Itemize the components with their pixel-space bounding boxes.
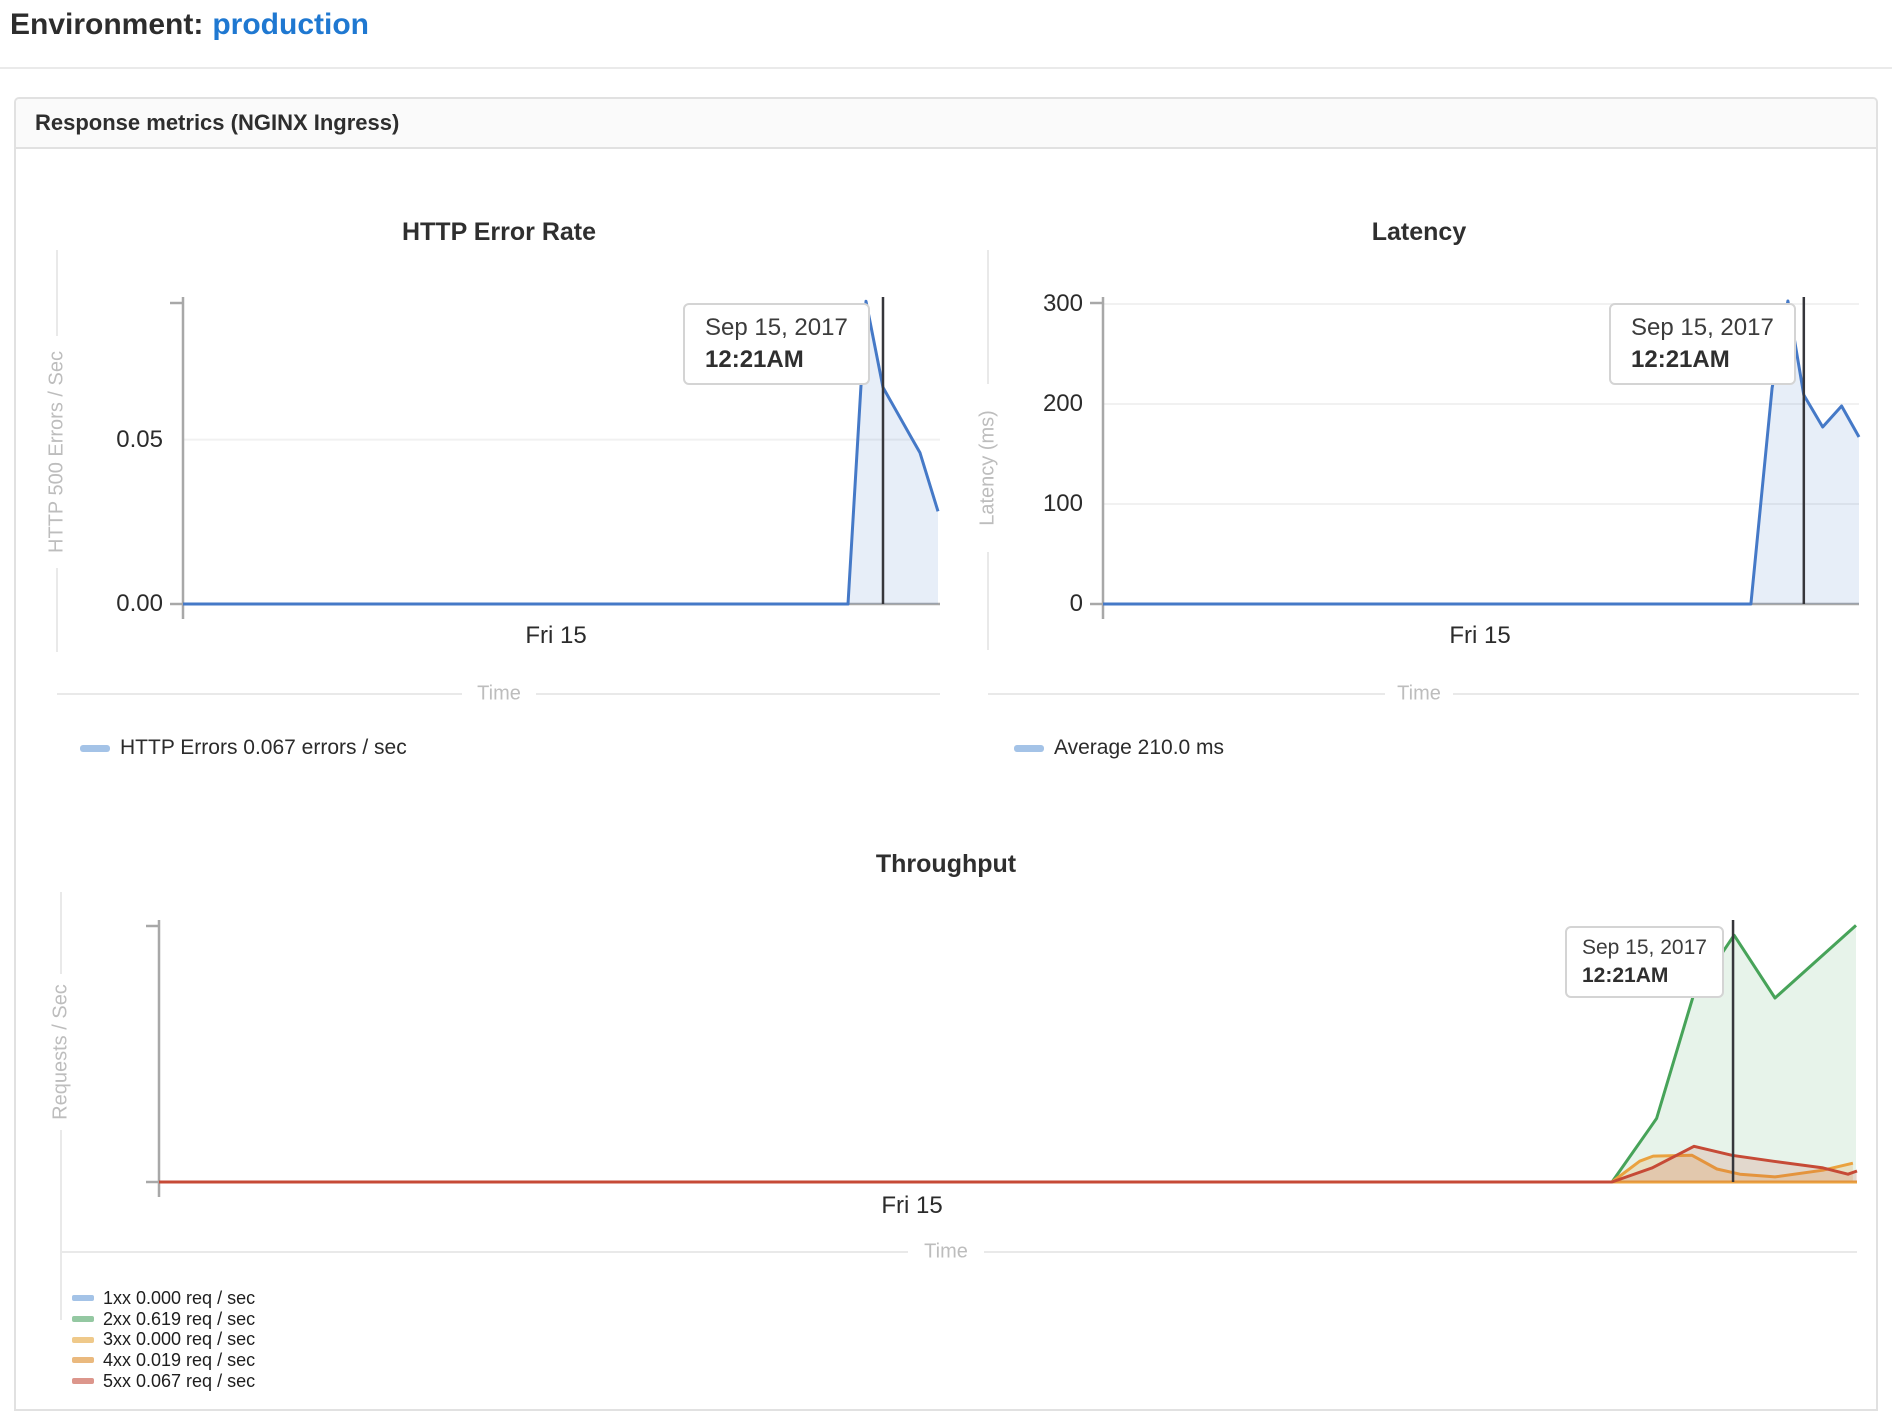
tooltip-time: 12:21AM (1631, 346, 1730, 373)
tooltip-date: Sep 15, 2017 (1582, 936, 1707, 959)
http-error-rate-title: HTTP Error Rate (401, 218, 597, 246)
http-error-rate-ylabel: HTTP 500 Errors / Sec (45, 351, 68, 553)
throughput-graph (146, 920, 1858, 1197)
throughput-ylabel: Requests / Sec (49, 984, 72, 1120)
legend-label: 2xx 0.619 req / sec (103, 1308, 256, 1329)
axis-label-line (60, 892, 62, 974)
legend-item-5xx: 5xx 0.067 req / sec (72, 1371, 255, 1392)
y-tick-label: 0.00 (116, 590, 163, 617)
latency-Average-line (1103, 299, 1861, 606)
latency-ylabel: Latency (ms) (976, 410, 999, 526)
throughput-title: Throughput (875, 850, 1017, 878)
http-error-rate-tooltip: Sep 15, 2017 12:21AM (683, 303, 870, 385)
http-error-rate-legend: HTTP Errors 0.067 errors / sec (80, 736, 407, 760)
legend-label: 5xx 0.067 req / sec (103, 1370, 256, 1391)
environment-label: Environment: (10, 8, 204, 41)
axis-label-line (56, 568, 58, 652)
panel-header: Response metrics (NGINX Ingress) (16, 99, 1876, 149)
tooltip-time: 12:21AM (1582, 964, 1669, 987)
latency-legend: Average 210.0 ms (1014, 736, 1224, 760)
http-error-rate-xlabel: Time (477, 682, 521, 705)
y-tick-label: 200 (1042, 390, 1083, 417)
legend-item-1xx: 1xx 0.000 req / sec (72, 1288, 255, 1309)
throughput-xlabel: Time (924, 1240, 968, 1263)
legend-swatch (1014, 744, 1044, 752)
axis-label-line (536, 693, 940, 695)
legend-swatch (72, 1357, 94, 1364)
axis-label-line (987, 250, 989, 384)
http-error-rate-HTTP Errors-area (183, 301, 938, 604)
http-error-rate-graph (170, 297, 940, 619)
legend-swatch (72, 1316, 94, 1323)
legend-swatch (80, 744, 110, 752)
tooltip-date: Sep 15, 2017 (705, 314, 848, 341)
legend-label: 4xx 0.019 req / sec (103, 1349, 256, 1370)
legend-item-3xx: 3xx 0.000 req / sec (72, 1329, 255, 1350)
environment-link[interactable]: production (212, 8, 369, 41)
legend-swatch (72, 1378, 94, 1385)
latency-xlabel: Time (1397, 682, 1441, 705)
throughput-tooltip: Sep 15, 2017 12:21AM (1565, 926, 1724, 998)
axis-label-line (56, 250, 58, 336)
legend-swatch (72, 1336, 94, 1343)
axis-label-line (1453, 693, 1859, 695)
header-divider (0, 67, 1892, 69)
response-metrics-panel: Response metrics (NGINX Ingress) (14, 97, 1878, 1411)
y-tick-label: 100 (1042, 490, 1083, 517)
latency-title: Latency (1371, 218, 1467, 246)
legend-label: 3xx 0.000 req / sec (103, 1329, 256, 1350)
legend-item-4xx: 4xx 0.019 req / sec (72, 1350, 255, 1371)
axis-label-line (61, 1251, 908, 1253)
axis-label-line (987, 552, 989, 650)
legend-label: HTTP Errors 0.067 errors / sec (120, 736, 407, 759)
y-tick-label: 0 (1069, 590, 1083, 617)
latency-xtick: Fri 15 (1449, 622, 1511, 649)
legend-swatch (72, 1295, 94, 1302)
axis-label-line (60, 1130, 62, 1320)
throughput-4xx-area (159, 1155, 1853, 1182)
latency-tooltip: Sep 15, 2017 12:21AM (1609, 303, 1796, 385)
legend-item-2xx: 2xx 0.619 req / sec (72, 1309, 255, 1330)
tooltip-date: Sep 15, 2017 (1631, 314, 1774, 341)
throughput-4xx-line (159, 1153, 1854, 1184)
y-tick-label: 0.05 (116, 425, 163, 453)
legend-label: 1xx 0.000 req / sec (103, 1287, 256, 1308)
y-tick-label: 300 (1042, 290, 1083, 317)
axis-label-line (984, 1251, 1857, 1253)
throughput-xtick: Fri 15 (881, 1192, 943, 1219)
http-error-rate-xtick: Fri 15 (525, 622, 587, 649)
axis-label-line (988, 693, 1385, 695)
tooltip-time: 12:21AM (705, 346, 804, 373)
page-title: Environment: production (10, 8, 369, 42)
throughput-legend: 1xx 0.000 req / sec 2xx 0.619 req / sec … (72, 1288, 255, 1391)
axis-label-line (57, 693, 462, 695)
legend-label: Average 210.0 ms (1054, 736, 1225, 759)
